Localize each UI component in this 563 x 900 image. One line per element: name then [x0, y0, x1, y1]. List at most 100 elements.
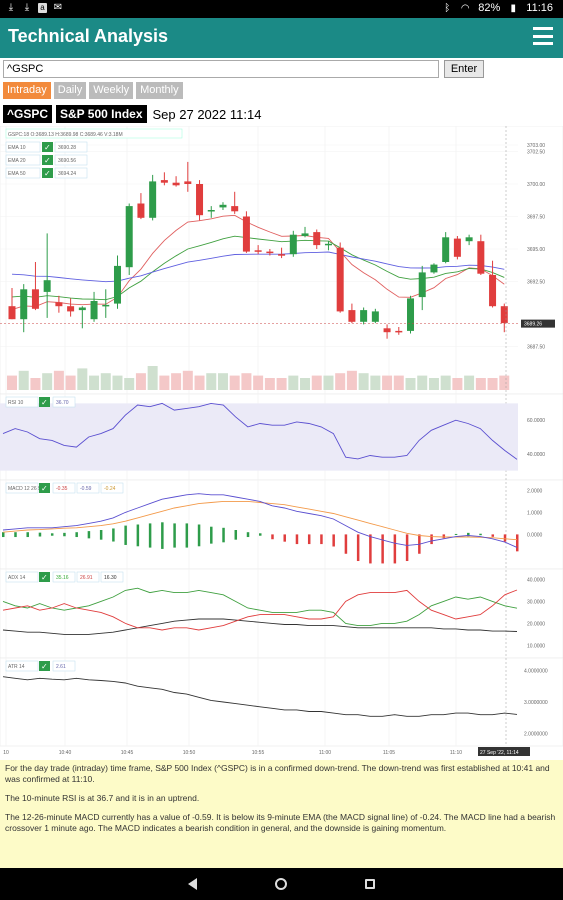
indicator-value: 3690.28 [58, 145, 76, 151]
back-icon[interactable] [188, 878, 197, 890]
candle-body [160, 180, 168, 183]
macd-histogram-bar [26, 532, 29, 538]
adx-tick-label: 10.0000 [527, 643, 545, 649]
candle-body [360, 310, 368, 322]
price-tick-label: 3692.50 [527, 280, 545, 286]
chart-pane [0, 125, 563, 395]
indicator-label-box [5, 660, 39, 672]
volume-bar [241, 373, 252, 390]
candle-body [301, 233, 309, 236]
candle-body [90, 301, 98, 320]
volume-bar [382, 375, 393, 390]
indicator-label: EMA 50 [8, 171, 26, 177]
macd-histogram-bar [234, 530, 238, 540]
volume-bar [417, 375, 428, 390]
indicator-label: RSI 10 [8, 400, 24, 406]
checkbox-checked [39, 397, 50, 407]
volume-bar [124, 378, 135, 390]
quote-header: ^GSPC S&P 500 Index Sep 27 2022 11:14 [3, 105, 261, 123]
indicator-value: -0.59 [80, 486, 92, 492]
candle-body [254, 250, 262, 252]
volume-bar [405, 378, 416, 390]
indicator-value-box [76, 482, 100, 494]
macd-histogram-bar [14, 532, 17, 538]
download-icon: ⤓ [24, 2, 30, 13]
chart-pane [0, 568, 563, 659]
price-tick-label: 3695.00 [527, 247, 545, 253]
indicator-value-box [100, 571, 124, 583]
indicator-value-box [54, 141, 88, 153]
candle-body [172, 182, 180, 186]
volume-bar [18, 370, 29, 390]
x-tick-label: 10:50 [183, 750, 196, 756]
candle-body [278, 254, 286, 256]
x-tick-label: 10:55 [252, 750, 265, 756]
macd-histogram-bar [467, 532, 470, 537]
candle-body [418, 272, 426, 298]
candle-body [113, 265, 121, 304]
candle-body [102, 304, 110, 307]
macd-histogram-bar [259, 533, 262, 536]
volume-bar [135, 373, 146, 390]
enter-button[interactable]: Enter [444, 60, 484, 78]
volume-bar [30, 378, 41, 390]
indicator-value: 36.70 [56, 400, 69, 406]
indicator-value-box [52, 396, 76, 408]
home-icon[interactable] [275, 878, 287, 890]
current-time-tag [478, 747, 530, 756]
indicator-label: EMA 20 [8, 158, 26, 164]
tab-intraday[interactable]: Intraday [3, 82, 51, 99]
checkbox-checked [39, 661, 50, 671]
candle-body [407, 298, 415, 331]
macd-histogram-bar [75, 532, 78, 538]
tab-daily[interactable]: Daily [53, 82, 87, 99]
volume-bar [182, 370, 193, 390]
candle-body [500, 306, 508, 324]
macd-line [2, 493, 518, 548]
indicator-label-box [5, 571, 39, 583]
candle-body [453, 238, 461, 257]
macd-histogram-bar [332, 534, 335, 547]
candle-body [289, 234, 297, 255]
chart-area[interactable]: 3703.00 3702.50 3700.00 3697.50 3695.00 3692.… [0, 125, 563, 760]
volume-bar [311, 375, 322, 390]
tab-weekly[interactable]: Weekly [89, 82, 134, 99]
candle-body [395, 330, 403, 333]
macd-tick-label: 2.0000 [527, 488, 543, 494]
volume-bar [452, 378, 463, 390]
di-plus-line [2, 587, 518, 627]
analysis-panel: For the day trade (intraday) time frame,… [0, 760, 563, 868]
volume-bar [112, 375, 123, 390]
volume-bar [370, 375, 381, 390]
candle-body [20, 289, 28, 320]
macd-histogram-bar [479, 533, 482, 536]
volume-bar [159, 375, 170, 390]
volume-bar [440, 375, 451, 390]
adx-line [2, 618, 518, 635]
macd-histogram-bar [271, 534, 274, 540]
atr-tick-label: 2.0000000 [524, 732, 548, 738]
price-tick-label: 3697.50 [527, 215, 545, 221]
candle-body [78, 307, 86, 311]
macd-histogram-bar [454, 533, 458, 535]
macd-histogram-bar [136, 524, 140, 547]
atr-tick-label: 4.0000000 [524, 668, 548, 674]
macd-histogram-bar [516, 534, 519, 552]
adx-tick-label: 20.0000 [527, 621, 545, 627]
candle-body [313, 232, 321, 246]
tab-monthly[interactable]: Monthly [136, 82, 183, 99]
hamburger-menu-icon[interactable] [533, 27, 553, 45]
volume-bar [217, 373, 228, 390]
candle-body [383, 328, 391, 333]
rsi-band [0, 403, 518, 471]
x-tick-label: 11:10 [450, 750, 462, 756]
volume-bar [335, 373, 346, 390]
indicator-label-box [5, 396, 39, 408]
symbol-input[interactable] [3, 60, 439, 78]
macd-histogram-bar [210, 526, 213, 544]
recents-icon[interactable] [365, 879, 375, 889]
indicator-label-box [5, 141, 41, 153]
analysis-paragraph: The 10-minute RSI is at 36.7 and it is i… [5, 793, 200, 803]
volume-bar [428, 378, 439, 390]
